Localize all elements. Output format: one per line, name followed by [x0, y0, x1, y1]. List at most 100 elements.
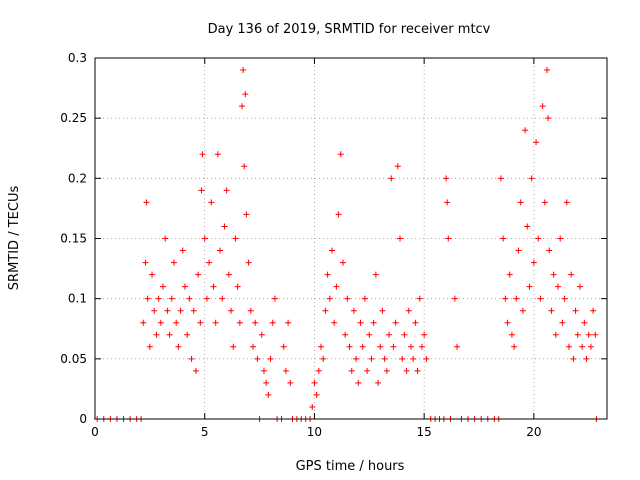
data-point [162, 235, 169, 242]
data-point [230, 343, 237, 350]
data-point [184, 331, 191, 338]
data-point [383, 367, 390, 374]
data-point [572, 307, 579, 314]
data-point [359, 343, 366, 350]
data-point [265, 391, 272, 398]
data-point [335, 211, 342, 218]
x-axis-label: GPS time / hours [296, 459, 405, 474]
data-point [416, 295, 423, 302]
data-point [326, 295, 333, 302]
data-point [568, 271, 575, 278]
x-tick-label: 20 [526, 425, 541, 439]
data-point [210, 283, 217, 290]
data-point [519, 307, 526, 314]
data-point [407, 343, 414, 350]
y-tick-label: 0.05 [60, 352, 87, 366]
data-point [535, 235, 542, 242]
data-point [195, 271, 202, 278]
data-point [198, 187, 205, 194]
data-point [585, 331, 592, 338]
data-point [557, 235, 564, 242]
grid-lines [95, 58, 607, 419]
data-point [142, 259, 149, 266]
data-point [239, 103, 246, 110]
data-point [328, 247, 335, 254]
data-point [506, 271, 513, 278]
data-point [320, 355, 327, 362]
data-point [170, 259, 177, 266]
data-point [368, 355, 375, 362]
data-point [157, 319, 164, 326]
data-point [240, 67, 247, 74]
data-point [208, 199, 215, 206]
data-point [541, 199, 548, 206]
data-point [401, 331, 408, 338]
data-point [533, 139, 540, 146]
data-point [249, 343, 256, 350]
axis-ticks: 0 0.05 0.1 0.15 0.2 0.25 0.3 0 5 10 15 20 [60, 51, 607, 439]
data-point [587, 343, 594, 350]
x-tick-label: 15 [417, 425, 432, 439]
data-point [324, 271, 331, 278]
data-point [403, 367, 410, 374]
data-point [502, 295, 509, 302]
data-point [181, 283, 188, 290]
data-point [153, 331, 160, 338]
data-point [322, 307, 329, 314]
data-points [94, 67, 600, 422]
data-point [267, 355, 274, 362]
data-point [386, 331, 393, 338]
data-point [375, 379, 382, 386]
data-point [508, 331, 515, 338]
data-point [574, 331, 581, 338]
data-point [412, 319, 419, 326]
y-tick-label: 0.3 [68, 51, 87, 65]
data-point [570, 355, 577, 362]
data-point [146, 343, 153, 350]
data-point [545, 115, 552, 122]
data-point [500, 235, 507, 242]
data-point [381, 355, 388, 362]
data-point [579, 343, 586, 350]
data-point [414, 367, 421, 374]
data-point [309, 403, 316, 410]
data-point [355, 379, 362, 386]
data-point [254, 355, 261, 362]
data-point [372, 271, 379, 278]
data-point [258, 331, 265, 338]
y-tick-label: 0.1 [68, 292, 87, 306]
data-point [166, 331, 173, 338]
chart-title: Day 136 of 2019, SRMTID for receiver mtc… [208, 22, 491, 37]
data-point [443, 175, 450, 182]
data-point [399, 355, 406, 362]
data-point [423, 355, 430, 362]
data-point [526, 283, 533, 290]
data-point [497, 175, 504, 182]
data-point [517, 199, 524, 206]
data-point [243, 211, 250, 218]
data-point [269, 319, 276, 326]
data-point [234, 283, 241, 290]
data-point [197, 319, 204, 326]
x-tick-label: 5 [201, 425, 209, 439]
data-point [287, 379, 294, 386]
data-point [228, 307, 235, 314]
data-point [247, 307, 254, 314]
data-point [192, 367, 199, 374]
data-point [544, 67, 551, 74]
data-point [236, 319, 243, 326]
data-point [555, 283, 562, 290]
data-point [530, 259, 537, 266]
data-point [357, 319, 364, 326]
data-point [590, 307, 597, 314]
data-point [418, 343, 425, 350]
data-point [186, 295, 193, 302]
data-point [559, 319, 566, 326]
data-point [388, 175, 395, 182]
data-point [318, 343, 325, 350]
data-point [515, 247, 522, 254]
data-point [188, 355, 195, 362]
data-point [190, 307, 197, 314]
data-point [160, 283, 167, 290]
